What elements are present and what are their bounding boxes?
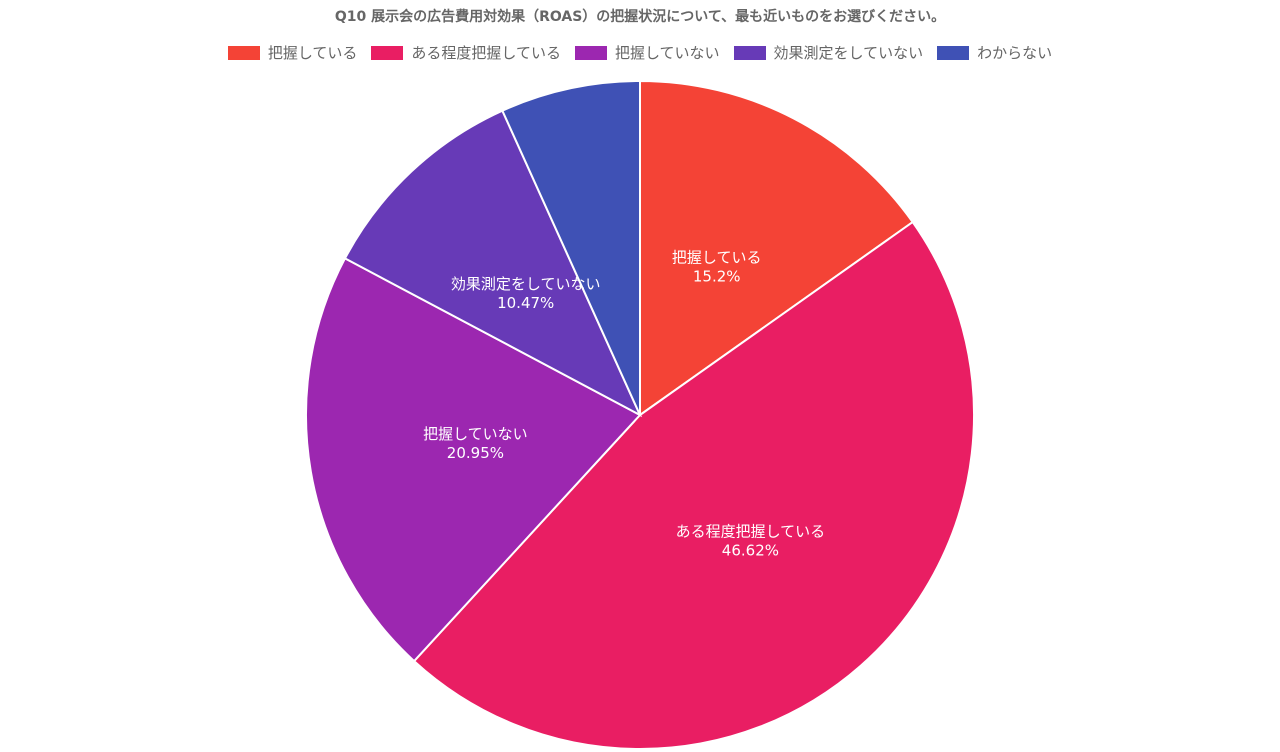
legend: 把握している ある程度把握している 把握していない 効果測定をしていない わから… <box>0 42 1280 63</box>
slice-value-2: 20.95% <box>447 444 504 462</box>
legend-label-1: ある程度把握している <box>411 44 561 62</box>
pie-slice-1[interactable] <box>412 220 975 750</box>
legend-label-0: 把握している <box>267 44 358 62</box>
legend-swatch-1 <box>371 45 404 60</box>
pie-slice-3[interactable] <box>343 109 643 418</box>
slice-label-3: 効果測定をしていない <box>451 275 601 293</box>
legend-item-3[interactable]: 効果測定をしていない <box>733 42 924 63</box>
legend-swatch-4 <box>937 45 970 60</box>
pie-slice-4[interactable] <box>501 79 641 416</box>
slice-value-0: 15.2% <box>693 268 741 286</box>
legend-label-3: 効果測定をしていない <box>773 44 924 62</box>
legend-swatch-3 <box>733 45 766 60</box>
legend-item-0[interactable]: 把握している <box>227 42 358 63</box>
slice-label-2: 把握していない <box>423 425 528 443</box>
legend-item-4[interactable]: わからない <box>937 42 1052 63</box>
legend-swatch-2 <box>574 45 607 60</box>
legend-swatch-0 <box>227 45 260 60</box>
legend-item-2[interactable]: 把握していない <box>574 42 720 63</box>
chart-title: Q10 展示会の広告費用対効果（ROAS）の把握状況について、最も近いものをお選… <box>334 9 946 25</box>
legend-item-1[interactable]: ある程度把握している <box>371 42 561 63</box>
slice-value-3: 10.47% <box>497 294 554 312</box>
pie-slice-2[interactable] <box>305 256 642 663</box>
slice-value-1: 46.62% <box>722 541 779 559</box>
slice-label-0: 把握している <box>672 249 762 267</box>
pie-slice-0[interactable] <box>639 79 915 417</box>
slice-label-1: ある程度把握している <box>676 522 826 540</box>
legend-label-4: わからない <box>977 44 1053 62</box>
legend-label-2: 把握していない <box>614 44 720 62</box>
